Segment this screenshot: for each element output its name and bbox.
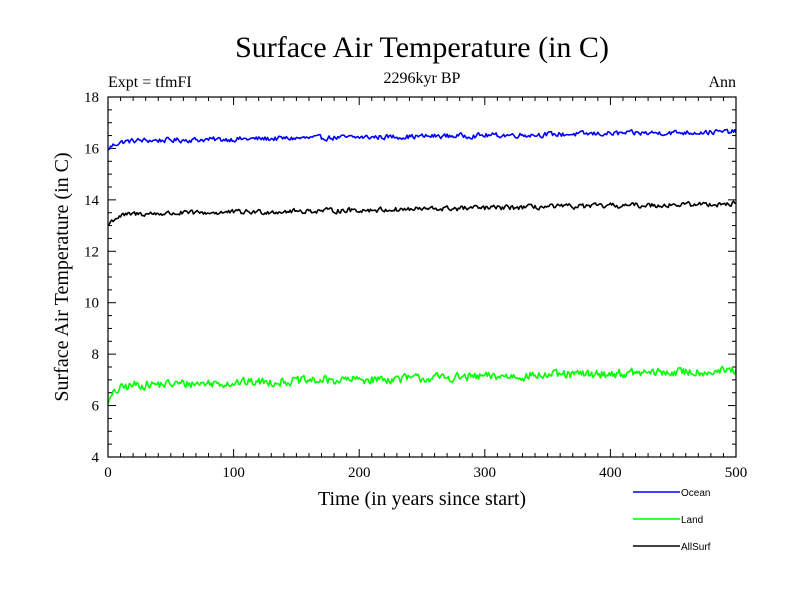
x-tick-label: 300 (474, 465, 497, 481)
legend-label-land: Land (681, 515, 703, 526)
y-tick-label: 12 (84, 244, 99, 260)
series-line-land (107, 365, 737, 405)
y-axis-title: Surface Air Temperature (in C) (51, 152, 73, 401)
y-tick-label: 14 (84, 193, 100, 209)
y-tick-label: 4 (92, 450, 100, 466)
x-tick-label: 200 (348, 465, 371, 481)
period-label: Ann (708, 74, 736, 91)
legend-label-allsurf: AllSurf (681, 542, 711, 553)
chart-title: Surface Air Temperature (in C) (235, 31, 609, 64)
axes-and-ticks: 0 100 200 300 400 500 4 6 8 10 12 14 16 18 (84, 90, 747, 481)
y-tick-label: 16 (84, 141, 100, 157)
legend: Ocean Land AllSurf (633, 488, 711, 553)
y-tick-label: 10 (84, 296, 99, 312)
x-tick-label: 400 (599, 465, 622, 481)
x-tick-label: 0 (104, 465, 112, 481)
y-tick-label: 6 (92, 399, 100, 415)
series-line-ocean (107, 128, 737, 151)
series-lines (107, 128, 737, 405)
series-line-allsurf (107, 200, 737, 227)
plot-frame (107, 96, 737, 458)
y-tick-label: 8 (92, 347, 100, 363)
x-axis-title: Time (in years since start) (318, 488, 526, 510)
experiment-label: Expt = tfmFI (108, 74, 192, 91)
legend-label-ocean: Ocean (681, 488, 710, 499)
x-tick-label: 500 (725, 465, 748, 481)
chart-subtitle: 2296kyr BP (384, 70, 461, 87)
x-tick-label: 100 (222, 465, 245, 481)
y-tick-label: 18 (84, 90, 99, 106)
